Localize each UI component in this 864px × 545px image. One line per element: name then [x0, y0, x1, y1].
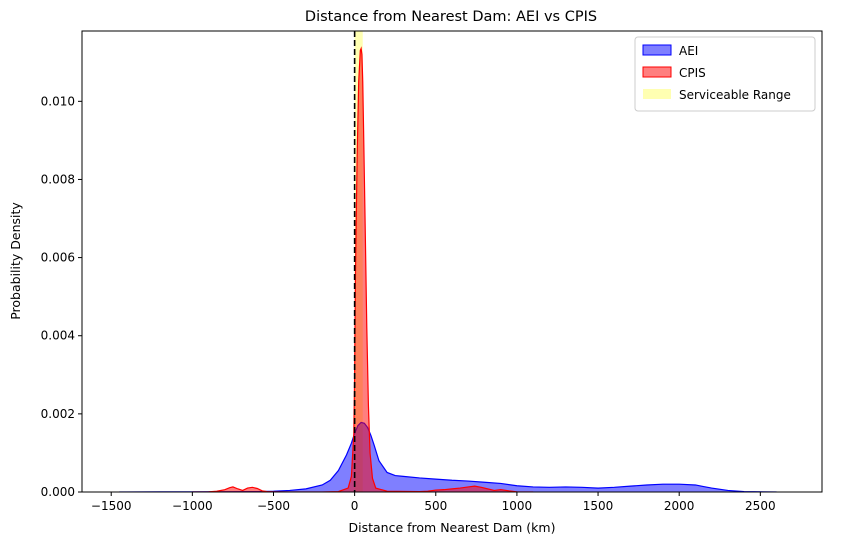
- x-tick-label: 0: [351, 499, 359, 513]
- legend: AEI CPIS Serviceable Range: [634, 36, 816, 112]
- x-tick-label: −1500: [91, 499, 132, 513]
- x-tick-label: 500: [424, 499, 447, 513]
- legend-label-cpis: CPIS: [679, 66, 706, 80]
- y-axis: 0.000 0.002 0.004 0.006 0.008 0.010: [41, 94, 82, 499]
- x-tick-label: −500: [257, 499, 290, 513]
- x-axis-label: Distance from Nearest Dam (km): [349, 520, 556, 535]
- y-tick-label: 0.004: [41, 329, 75, 343]
- legend-swatch-aei: [642, 44, 672, 56]
- series-cpis-line: [192, 46, 534, 492]
- x-tick-label: 2500: [745, 499, 776, 513]
- legend-label-aei: AEI: [679, 44, 698, 58]
- plot-frame: [81, 30, 823, 493]
- legend-box: [634, 36, 816, 112]
- x-tick-label: −1000: [172, 499, 213, 513]
- x-axis: −1500 −1000 −500 0 500 1000 1500 2000 2500: [91, 492, 776, 513]
- series-cpis-area: [192, 48, 534, 492]
- y-tick-label: 0.008: [41, 172, 75, 186]
- legend-swatch-serviceable-range: [643, 89, 671, 99]
- y-tick-label: 0.002: [41, 407, 75, 421]
- x-tick-label: 1000: [502, 499, 533, 513]
- legend-label-serviceable-range: Serviceable Range: [679, 88, 791, 102]
- y-tick-label: 0.000: [41, 485, 75, 499]
- x-tick-label: 1500: [583, 499, 614, 513]
- y-tick-label: 0.010: [41, 94, 75, 108]
- series-aei-line: [119, 421, 777, 492]
- x-tick-label: 2000: [664, 499, 695, 513]
- legend-swatch-cpis: [642, 66, 672, 78]
- y-axis-label: Probability Density: [8, 202, 23, 320]
- y-tick-label: 0.006: [41, 251, 75, 265]
- chart-title: Distance from Nearest Dam: AEI vs CPIS: [305, 9, 597, 25]
